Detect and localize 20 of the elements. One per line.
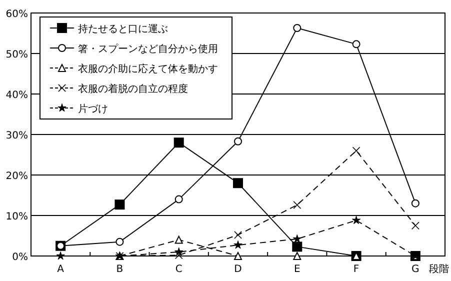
x-tick-label: G bbox=[412, 264, 420, 275]
y-tick-label: 60% bbox=[6, 9, 28, 20]
legend-label: 片づけ bbox=[78, 103, 108, 115]
x-tick-label: F bbox=[353, 264, 360, 275]
legend-label: 衣服の着脱の自立の程度 bbox=[78, 83, 188, 95]
legend-label: 持たせると口に運ぶ bbox=[78, 23, 168, 35]
y-tick-label: 10% bbox=[6, 212, 28, 222]
y-tick-label: 30% bbox=[6, 130, 28, 142]
y-tick-label: 20% bbox=[6, 171, 28, 182]
x-tick-label: A bbox=[57, 264, 64, 275]
x-tick-label: C bbox=[175, 264, 182, 275]
x-tick-label: D bbox=[234, 264, 242, 275]
y-tick-label: 40% bbox=[6, 90, 28, 101]
legend-label: 箸・スプーンなど自分から使用 bbox=[78, 43, 218, 55]
x-tick-label: E bbox=[294, 264, 300, 275]
legend-label: 衣服の介助に応えて体を動かす bbox=[78, 63, 218, 75]
y-tick-label: 50% bbox=[6, 50, 28, 60]
x-tick-label: B bbox=[116, 264, 124, 275]
y-tick-label: 0% bbox=[12, 252, 28, 263]
x-axis-title: 段階 bbox=[429, 263, 449, 275]
